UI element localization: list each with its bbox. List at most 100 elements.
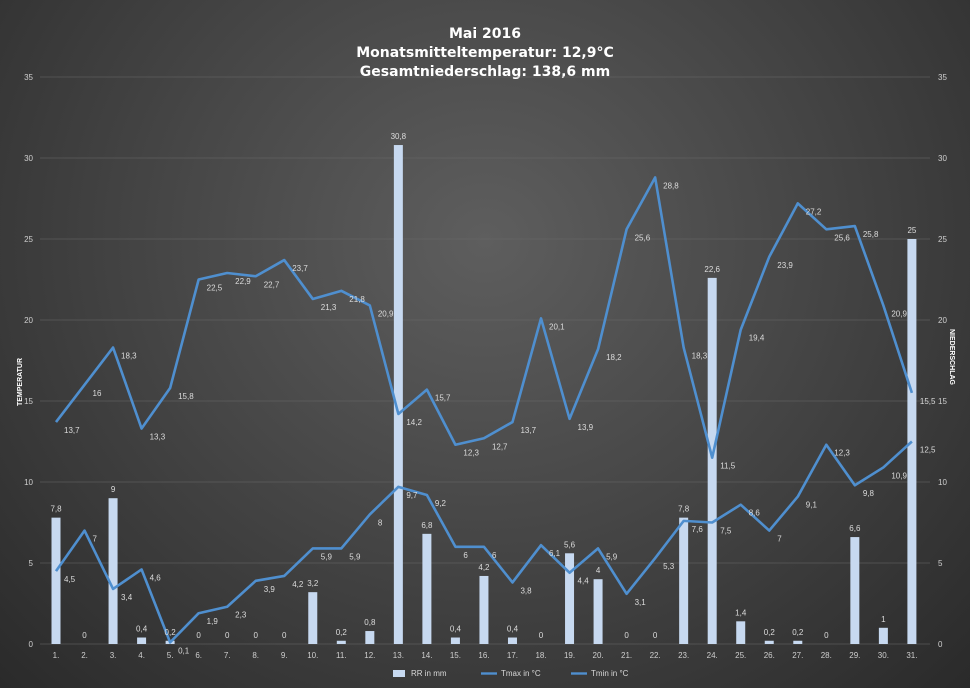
tmax-line (54, 176, 914, 460)
tmin-label-22: 5,3 (663, 562, 675, 571)
rain-label-3: 9 (111, 485, 116, 494)
rain-label-24: 22,6 (704, 265, 720, 274)
x-tick-26: 26. (764, 651, 775, 660)
tmax-label-5: 15,8 (178, 392, 194, 401)
x-tick-31: 31. (906, 651, 917, 660)
rain-bar-19 (565, 553, 575, 644)
tmin-label-6: 1,9 (207, 617, 219, 626)
x-tick-22: 22. (650, 651, 661, 660)
chart-title: Mai 2016 Monatsmitteltemperatur: 12,9°C … (356, 26, 614, 80)
tmax-label-25: 19,4 (749, 334, 765, 343)
rain-label-21: 0 (624, 631, 629, 640)
rain-label-20: 4 (596, 566, 601, 575)
tmax-label-2: 16 (93, 389, 102, 398)
x-tick-6: 6. (195, 651, 202, 660)
tmin-label-15: 6 (463, 551, 468, 560)
tmin-label-20: 5,9 (606, 552, 618, 561)
rain-label-8: 0 (253, 631, 258, 640)
x-tick-23: 23. (678, 651, 689, 660)
rain-label-7: 0 (225, 631, 230, 640)
tmax-label-15: 12,3 (463, 449, 479, 458)
rain-bar-10 (308, 592, 318, 644)
rain-label-2: 0 (82, 631, 87, 640)
y-tick-right-25: 25 (938, 235, 947, 244)
rain-label-18: 0 (539, 631, 544, 640)
chart-title-line-1: Mai 2016 (449, 26, 521, 42)
y-tick-right-30: 30 (938, 154, 947, 163)
x-tick-21: 21. (621, 651, 632, 660)
tmin-label-30: 10,9 (891, 471, 907, 480)
tmax-label-28: 25,6 (834, 233, 850, 242)
tmin-label-19: 4,4 (578, 577, 590, 586)
rain-bar-17 (507, 637, 517, 644)
tmin-label-3: 3,4 (121, 593, 133, 602)
rain-label-23: 7,8 (678, 505, 690, 514)
x-tick-30: 30. (878, 651, 889, 660)
tmin-label-1: 4,5 (64, 575, 76, 584)
x-tick-2: 2. (81, 651, 88, 660)
x-tick-7: 7. (224, 651, 231, 660)
rain-bar-27 (793, 640, 803, 644)
rain-label-10: 3,2 (307, 579, 319, 588)
x-tick-13: 13. (393, 651, 404, 660)
x-tick-24: 24. (707, 651, 718, 660)
tmax-label-29: 25,8 (863, 230, 879, 239)
x-tick-labels: 1. 2. 3. 4. 5. 6. 7. 8. 9. 10. 11. 12. 13. 14. 15. 16. 1… (53, 651, 918, 660)
rain-label-15: 0,4 (450, 625, 462, 634)
rain-label-1: 7,8 (50, 505, 62, 514)
chart-title-line-3: Gesamtniederschlag: 138,6 mm (360, 64, 610, 80)
tmin-label-23: 7,6 (692, 525, 704, 534)
tmin-line (54, 440, 913, 644)
tmax-label-8: 22,7 (264, 280, 280, 289)
tmin-label-28: 12,3 (834, 449, 850, 458)
tmax-label-3: 18,3 (121, 352, 137, 361)
rain-bar-30 (878, 627, 888, 644)
rain-bar-11 (336, 640, 346, 644)
x-tick-28: 28. (821, 651, 832, 660)
rain-label-11: 0,2 (336, 628, 348, 637)
rain-bar-3 (108, 498, 118, 644)
rain-bar-14 (422, 533, 432, 644)
x-tick-1: 1. (53, 651, 60, 660)
y-tick-right-15: 15 (938, 397, 947, 406)
rain-label-13: 30,8 (391, 132, 407, 141)
tmin-label-24: 7,5 (720, 527, 732, 536)
rain-bar-15 (450, 637, 460, 644)
x-tick-11: 11. (336, 651, 347, 660)
tmax-label-10: 21,3 (321, 303, 337, 312)
tmin-label-29: 9,8 (863, 489, 875, 498)
y-tick-left-10: 10 (24, 478, 33, 487)
rain-label-17: 0,4 (507, 625, 519, 634)
x-tick-3: 3. (110, 651, 117, 660)
tmax-label-31: 15,5 (920, 397, 936, 406)
y-tick-left-25: 25 (24, 235, 33, 244)
rain-label-14: 6,8 (421, 521, 433, 530)
x-tick-8: 8. (252, 651, 259, 660)
y-tick-left-20: 20 (24, 316, 33, 325)
rain-bar-16 (479, 575, 489, 644)
x-tick-27: 27. (792, 651, 803, 660)
rain-label-22: 0 (653, 631, 658, 640)
tmax-label-17: 13,7 (520, 426, 536, 435)
tmax-label-23: 18,3 (692, 352, 708, 361)
tmax-label-12: 20,9 (378, 309, 394, 318)
rain-bar-4 (137, 637, 147, 644)
rain-label-12: 0,8 (364, 618, 376, 627)
x-tick-4: 4. (138, 651, 145, 660)
legend: RR in mm Tmax in °C Tmin in °C (393, 669, 629, 678)
y-tick-right-20: 20 (938, 316, 947, 325)
rain-label-25: 1,4 (735, 608, 747, 617)
y-tick-right-0: 0 (938, 640, 943, 649)
tmax-label-1: 13,7 (64, 426, 80, 435)
tmax-label-7: 22,9 (235, 277, 251, 286)
tmax-label-4: 13,3 (150, 433, 166, 442)
tmin-label-12: 8 (378, 518, 383, 527)
tmin-label-10: 5,9 (321, 552, 333, 561)
tmin-label-25: 8,6 (749, 509, 761, 518)
tmax-label-20: 18,2 (606, 353, 622, 362)
rain-bar-13 (393, 145, 403, 645)
rain-label-19: 5,6 (564, 540, 576, 549)
y-axis-label-left: TEMPERATUR (17, 358, 24, 406)
tmin-label-14: 9,2 (435, 499, 447, 508)
tmax-label-9: 23,7 (292, 264, 308, 273)
